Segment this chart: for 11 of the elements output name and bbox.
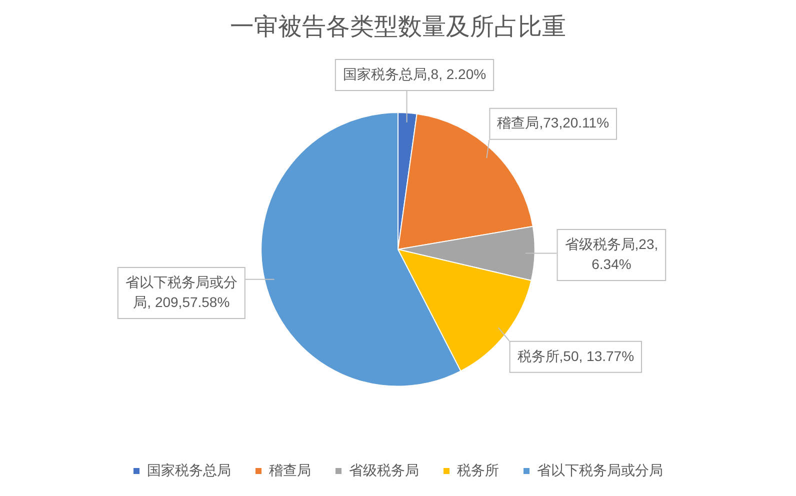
legend-label: 国家税务总局 (147, 462, 231, 478)
data-label: 省级税务局,23, 6.34% (564, 236, 658, 272)
data-label: 稽查局,73,20.11% (497, 114, 610, 131)
legend-label: 税务所 (457, 462, 499, 478)
data-label: 省以下税务局或分局, 209,57.58% (125, 274, 238, 310)
data-label: 税务所,50, 13.77% (517, 348, 634, 364)
chart-title: 一审被告各类型数量及所占比重 (230, 14, 566, 41)
data-label: 国家税务总局,8, 2.20% (342, 66, 486, 82)
legend-label: 稽查局 (269, 462, 311, 478)
legend-label: 省以下税务局或分局 (537, 462, 663, 478)
legend-label: 省级税务局 (349, 462, 419, 478)
